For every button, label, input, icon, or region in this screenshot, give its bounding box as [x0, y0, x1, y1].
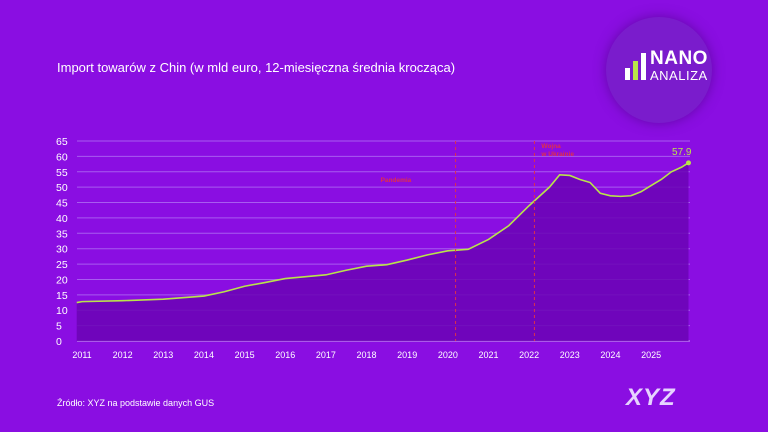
y-tick-label: 60: [56, 151, 68, 163]
x-tick-label: 2021: [478, 350, 498, 360]
last-value-label: 57.9: [672, 147, 692, 158]
x-tick-label: 2023: [560, 350, 580, 360]
chart-title: Import towarów z Chin (w mld euro, 12-mi…: [57, 60, 456, 75]
annotation-label: Wojna: [541, 143, 561, 150]
x-tick-label: 2011: [72, 350, 91, 360]
bar-chart-icon: [625, 53, 646, 80]
y-tick-label: 0: [56, 336, 62, 348]
y-tick-label: 55: [56, 167, 68, 179]
nano-analiza-logo: NANO ANALIZA: [606, 17, 712, 123]
y-tick-label: 25: [56, 259, 68, 271]
x-tick-label: 2022: [519, 350, 539, 360]
x-tick-label: 2012: [113, 350, 133, 360]
x-tick-label: 2025: [641, 350, 661, 360]
x-tick-label: 2020: [438, 350, 458, 360]
x-tick-label: 2018: [357, 350, 377, 360]
y-tick-label: 30: [56, 244, 68, 256]
last-point: [685, 160, 691, 166]
y-tick-label: 65: [56, 136, 68, 148]
x-tick-label: 2024: [600, 350, 620, 360]
x-tick-label: 2016: [275, 350, 295, 360]
y-tick-label: 20: [56, 274, 68, 286]
y-tick-label: 45: [56, 198, 68, 210]
x-tick-label: 2019: [397, 350, 417, 360]
area-fill: [76, 162, 689, 341]
y-tick-label: 10: [56, 305, 68, 317]
x-tick-label: 2015: [235, 350, 255, 360]
y-tick-label: 40: [56, 213, 68, 225]
xyz-logo: XYZ: [626, 384, 676, 411]
source-note: Źródło: XYZ na podstawie danych GUS: [57, 398, 215, 408]
y-tick-label: 15: [56, 290, 68, 302]
logo-nano: NANO: [650, 48, 708, 69]
annotation-label: Pandemia: [381, 177, 412, 184]
y-tick-label: 50: [56, 182, 68, 194]
series-line: [76, 162, 689, 304]
annotation-label: w Ukrainie: [540, 151, 574, 158]
x-tick-label: 2017: [316, 350, 336, 360]
y-tick-label: 35: [56, 228, 68, 240]
logo-analiza: ANALIZA: [650, 68, 708, 83]
x-tick-label: 2014: [194, 350, 214, 360]
x-tick-label: 2013: [153, 350, 173, 360]
y-tick-label: 5: [56, 321, 62, 333]
